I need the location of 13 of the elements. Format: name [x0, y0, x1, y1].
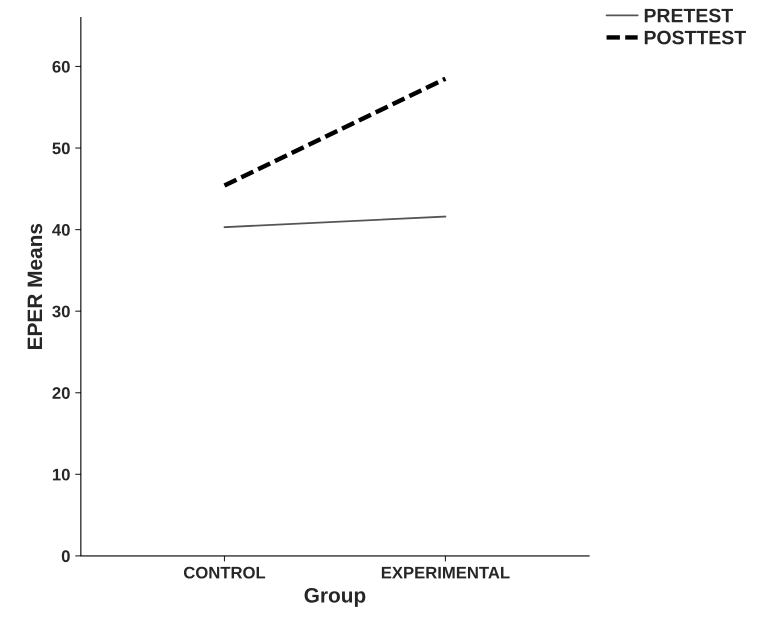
y-tick-label: 60: [52, 60, 70, 73]
x-tick-label: EXPERIMENTAL: [382, 566, 510, 578]
legend-label: PRETEST: [644, 8, 733, 22]
x-tick-label: CONTROL: [184, 566, 266, 579]
x-axis-title: Group: [304, 588, 366, 607]
y-axis-title: EPER Means: [28, 224, 42, 349]
y-tick-label: 10: [52, 468, 70, 481]
y-tick-label: 0: [62, 550, 70, 562]
y-tick-label: 40: [52, 224, 70, 236]
y-tick-label: 30: [52, 306, 70, 318]
legend-label: POSTTEST: [644, 30, 746, 44]
y-tick-label: 50: [52, 142, 70, 154]
y-tick-label: 20: [52, 387, 70, 399]
